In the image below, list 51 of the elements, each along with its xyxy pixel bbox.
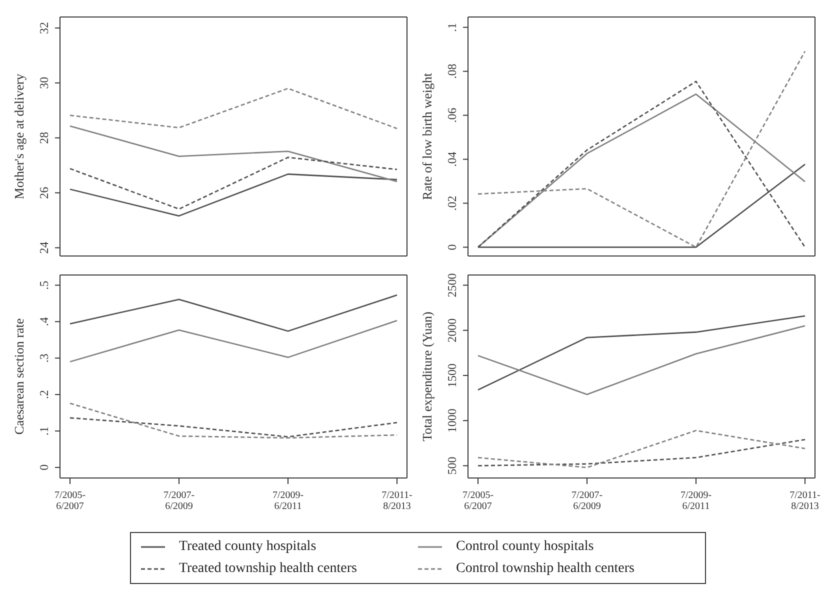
y-tick-label: .04 bbox=[445, 152, 459, 167]
y-tick-label: .5 bbox=[37, 280, 51, 290]
y-tick-label: 2000 bbox=[445, 318, 459, 342]
legend-label: Treated township health centers bbox=[179, 561, 357, 577]
y-tick-label: .08 bbox=[445, 64, 459, 79]
line-series bbox=[69, 417, 398, 438]
line-series bbox=[69, 156, 398, 210]
x-tick-label: 7/2005-6/2007 bbox=[54, 490, 86, 512]
line-series bbox=[69, 320, 398, 362]
x-tick-label: 7/2011-8/2013 bbox=[382, 490, 412, 512]
line-series bbox=[477, 315, 806, 391]
y-tick-label: 1500 bbox=[445, 363, 459, 388]
y-tick-label: 26 bbox=[37, 186, 51, 199]
y-tick-label: 30 bbox=[37, 76, 51, 89]
y-tick-label: 0 bbox=[37, 464, 51, 470]
y-axis-title: Caesarean section rate bbox=[12, 318, 27, 435]
line-series bbox=[477, 438, 806, 466]
x-tick-label: 7/2009-6/2011 bbox=[272, 490, 304, 512]
line-series bbox=[477, 325, 806, 396]
legend-label: Control county hospitals bbox=[456, 539, 594, 555]
x-tick-label: 7/2005-6/2007 bbox=[462, 490, 494, 512]
line-series bbox=[69, 294, 398, 332]
y-tick-label: 2500 bbox=[445, 273, 459, 298]
legend-label: Control township health centers bbox=[456, 561, 634, 577]
line-series bbox=[69, 402, 398, 439]
y-tick-label: 24 bbox=[37, 242, 51, 254]
x-tick-label: 7/2007-6/2009 bbox=[571, 490, 603, 512]
y-tick-label: .02 bbox=[445, 196, 459, 211]
line-series bbox=[69, 173, 398, 217]
y-tick-label: .2 bbox=[37, 390, 51, 400]
line-series bbox=[477, 50, 806, 248]
x-tick-label: 7/2009-6/2011 bbox=[680, 490, 712, 512]
y-tick-label: 500 bbox=[445, 456, 459, 475]
y-tick-label: 1000 bbox=[445, 408, 459, 433]
x-tick-label: 7/2007-6/2009 bbox=[163, 490, 195, 512]
y-axis-title: Mother's age at delivery bbox=[12, 73, 27, 200]
y-tick-label: .1 bbox=[445, 22, 459, 32]
y-tick-label: .3 bbox=[37, 354, 51, 363]
y-tick-label: 0 bbox=[445, 244, 459, 250]
legend-label: Treated county hospitals bbox=[179, 539, 316, 555]
line-series bbox=[477, 430, 806, 468]
line-series bbox=[69, 88, 398, 130]
y-axis-title: Rate of low birth weight bbox=[420, 72, 435, 200]
y-tick-label: .4 bbox=[37, 317, 51, 326]
x-tick-label: 7/2011-8/2013 bbox=[790, 490, 820, 512]
y-tick-label: .06 bbox=[445, 108, 459, 123]
line-series bbox=[69, 125, 398, 182]
y-tick-label: 28 bbox=[37, 132, 51, 144]
y-axis-title: Total expenditure (Yuan) bbox=[420, 312, 435, 442]
y-tick-label: 32 bbox=[37, 22, 51, 34]
y-tick-label: .1 bbox=[37, 426, 51, 436]
